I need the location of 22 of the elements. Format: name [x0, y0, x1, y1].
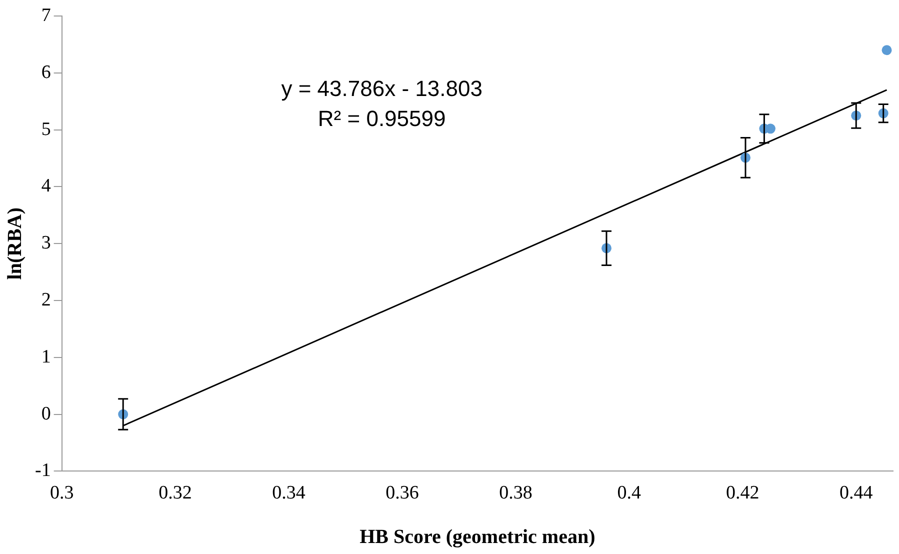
- y-tick-label: 4: [41, 176, 52, 197]
- x-tick-label: 0.34: [272, 482, 306, 504]
- y-tick-label: 7: [41, 4, 51, 26]
- x-tick-label: 0.4: [617, 482, 642, 504]
- x-tick-label: 0.32: [158, 482, 192, 504]
- x-axis-title: HB Score (geometric mean): [360, 526, 596, 548]
- y-axis-title: ln(RBA): [4, 207, 26, 280]
- y-tick-label: 2: [41, 289, 51, 310]
- y-tick-label: 5: [41, 118, 51, 140]
- y-tick-label: 6: [41, 62, 51, 83]
- x-tick-label: 0.42: [726, 482, 760, 504]
- x-tick-label: 0.36: [386, 482, 419, 504]
- y-tick-label: 3: [41, 232, 51, 254]
- annotation: y = 43.786x - 13.803: [281, 76, 482, 101]
- y-tick-label: 1: [41, 346, 51, 368]
- y-tick-label: -1: [35, 460, 51, 482]
- y-tick-label: 0: [41, 403, 51, 424]
- x-tick-label: 0.3: [50, 482, 74, 504]
- point: [882, 45, 892, 56]
- annotation: R² = 0.95599: [318, 106, 446, 131]
- x-tick-label: 0.44: [839, 482, 874, 504]
- x-tick-label: 0.38: [499, 482, 532, 504]
